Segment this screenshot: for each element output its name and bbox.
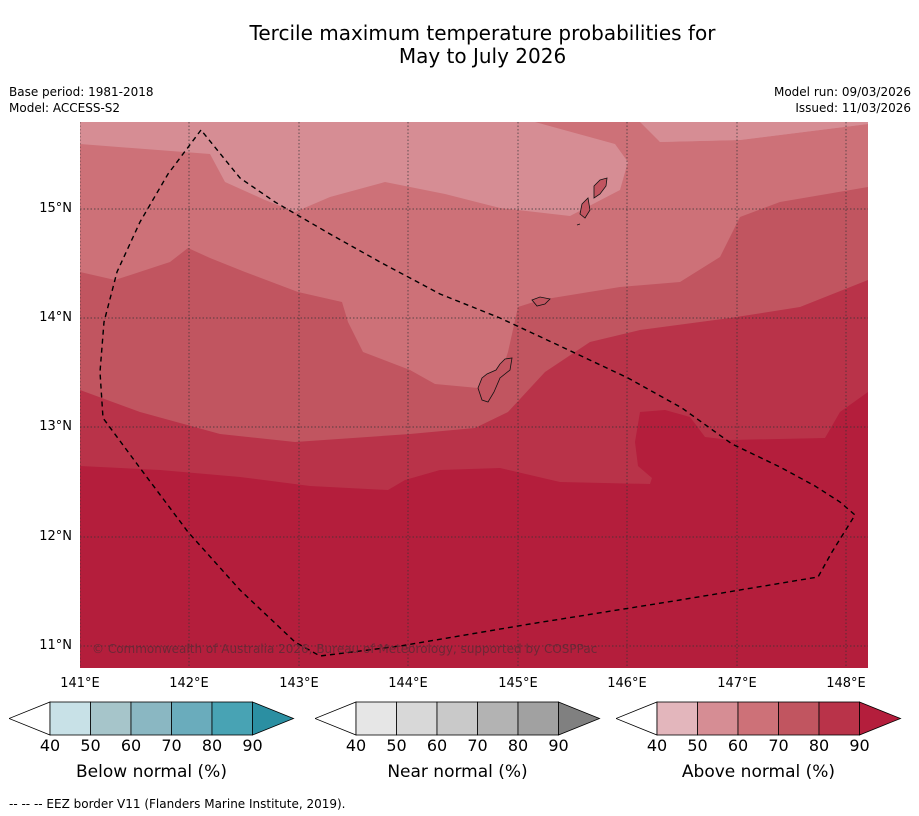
below-normal-tick-label: 90 [242, 736, 263, 755]
near-normal-tick-label: 50 [386, 736, 407, 755]
copyright-notice: © Commonwealth of Australia 2026, Bureau… [92, 642, 597, 656]
near-normal-tick-label: 80 [507, 736, 529, 755]
map-title: Tercile maximum temperature probabilitie… [0, 22, 919, 68]
above-normal-tick-label: 80 [808, 736, 830, 755]
above-normal-tick-label: 90 [849, 736, 870, 755]
below-normal-swatch [90, 701, 132, 736]
title-line-2: May to July 2026 [398, 44, 567, 68]
below-normal-legend-title: Below normal (%) [76, 762, 227, 782]
above-normal-swatch [818, 701, 860, 736]
below-normal-tick-label: 50 [80, 736, 101, 755]
above-normal-tick-label: 50 [687, 736, 708, 755]
band-50-60-northeast [640, 122, 868, 142]
near-normal-max-arrow [558, 701, 601, 736]
near-normal-min-arrow [315, 701, 357, 736]
above-normal-legend-title: Above normal (%) [681, 762, 836, 782]
lon-label-143: 143°E [279, 676, 319, 691]
lat-label-11: 11°N [39, 638, 72, 653]
island-tinian [579, 197, 591, 219]
above-normal-swatch [737, 701, 779, 736]
below-normal-max-arrow [252, 701, 295, 736]
graticule [80, 122, 868, 668]
below-normal-tick-label: 60 [120, 736, 142, 755]
above-normal-min-arrow [616, 701, 658, 736]
eez-footnote: -- -- -- EEZ border V11 (Flanders Marine… [9, 797, 346, 811]
near-normal-tick-label: 70 [467, 736, 488, 755]
lon-label-142: 142°E [169, 676, 209, 691]
meta-right: Model run: 09/03/2026 Issued: 11/03/2026 [774, 84, 911, 116]
near-normal-swatch [436, 701, 478, 736]
below-normal-swatch [171, 701, 213, 736]
near-normal-swatch [517, 701, 559, 736]
probability-map: © Commonwealth of Australia 2026, Bureau… [80, 122, 868, 668]
above-normal-swatch [656, 701, 698, 736]
near-normal-legend-title: Near normal (%) [387, 762, 528, 782]
above-normal-colorbar [616, 701, 902, 736]
lon-label-148: 148°E [826, 676, 866, 691]
near-normal-tick-label: 40 [345, 736, 367, 755]
lon-label-141: 141°E [60, 676, 100, 691]
above-normal-max-arrow [859, 701, 902, 736]
base-period: Base period: 1981-2018 [9, 85, 154, 99]
lat-label-14: 14°N [39, 310, 72, 325]
near-normal-colorbar [315, 701, 601, 736]
below-normal-tick-label: 70 [161, 736, 182, 755]
lon-label-147: 147°E [717, 676, 757, 691]
above-normal-tick-label: 70 [768, 736, 789, 755]
below-normal-swatch [49, 701, 91, 736]
below-normal-colorbar [9, 701, 295, 736]
lon-label-144: 144°E [388, 676, 428, 691]
above-normal-tick-label: 40 [646, 736, 668, 755]
eez-border [99, 129, 856, 657]
band-90-plus [80, 392, 868, 668]
above-normal-swatch [778, 701, 820, 736]
near-normal-tick-label: 90 [548, 736, 569, 755]
near-normal-swatch [477, 701, 519, 736]
below-normal-tick-label: 40 [39, 736, 61, 755]
below-normal-tick-label: 80 [201, 736, 223, 755]
island-saipan [593, 177, 608, 199]
near-normal-swatch [396, 701, 438, 736]
near-normal-tick-label: 60 [426, 736, 448, 755]
model-name: Model: ACCESS-S2 [9, 101, 121, 115]
lat-label-13: 13°N [39, 419, 72, 434]
lon-label-145: 145°E [498, 676, 538, 691]
below-normal-swatch [130, 701, 172, 736]
lon-label-146: 146°E [607, 676, 647, 691]
island-guam [477, 357, 513, 403]
model-run: Model run: 09/03/2026 [773, 85, 911, 99]
band-50-60-north [80, 122, 868, 216]
lat-label-12: 12°N [39, 529, 72, 544]
island-aguijan [576, 223, 581, 226]
islands [477, 177, 608, 403]
near-normal-swatch [355, 701, 397, 736]
meta-left: Base period: 1981-2018 Model: ACCESS-S2 [9, 84, 154, 116]
lat-label-15: 15°N [39, 201, 72, 216]
title-line-1: Tercile maximum temperature probabilitie… [249, 21, 716, 45]
issued-date: Issued: 11/03/2026 [795, 101, 911, 115]
below-normal-min-arrow [9, 701, 51, 736]
above-normal-tick-label: 60 [727, 736, 749, 755]
above-normal-swatch [697, 701, 739, 736]
below-normal-swatch [211, 701, 253, 736]
island-rota [531, 296, 551, 307]
